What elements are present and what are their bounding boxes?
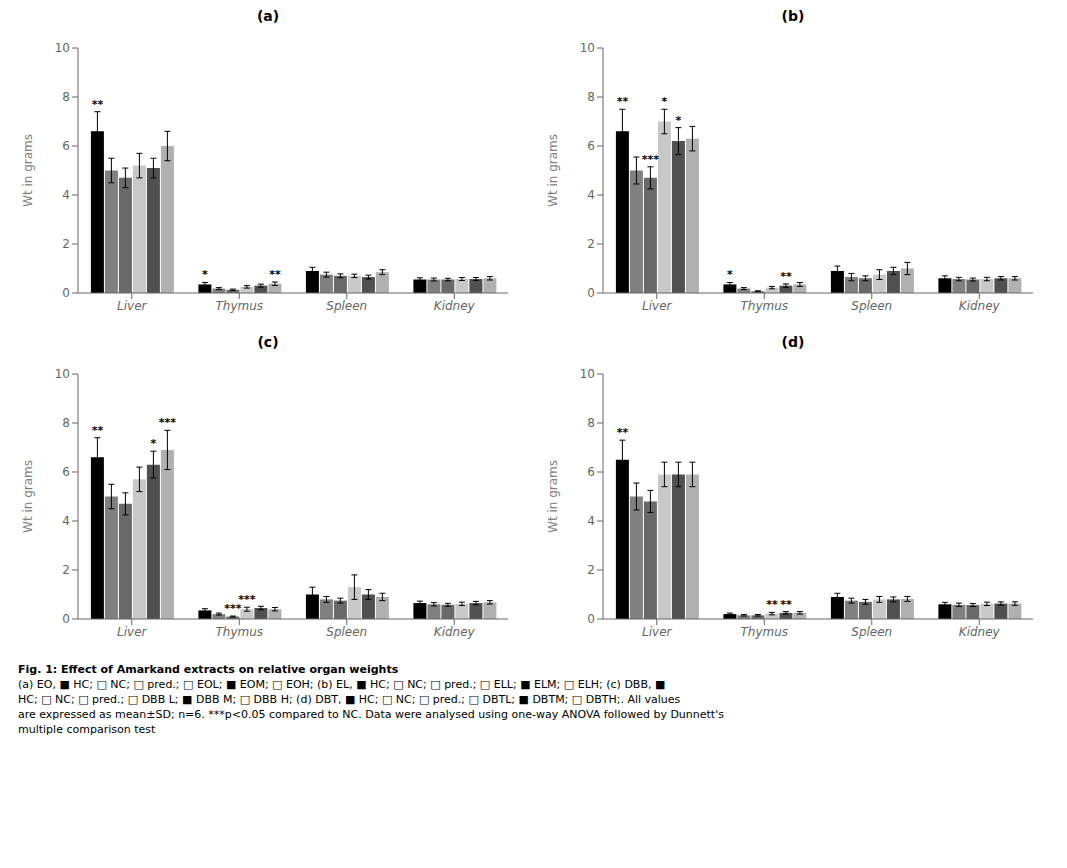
- svg-text:2: 2: [62, 237, 70, 251]
- svg-text:***: ***: [642, 153, 660, 166]
- svg-text:**: **: [766, 598, 778, 611]
- svg-text:Spleen: Spleen: [851, 625, 892, 639]
- svg-text:0: 0: [587, 612, 595, 626]
- svg-text:Kidney: Kidney: [959, 299, 1001, 313]
- svg-text:Kidney: Kidney: [434, 299, 476, 313]
- svg-text:8: 8: [587, 416, 595, 430]
- html-text:multiple comparison test: multiple comparison test: [18, 723, 156, 736]
- svg-text:4: 4: [587, 514, 595, 528]
- html-text:(b): (b): [781, 8, 805, 24]
- svg-text:6: 6: [62, 139, 70, 153]
- html-text:(c): (c): [257, 334, 279, 350]
- svg-text:***: ***: [238, 593, 256, 606]
- svg-text:8: 8: [587, 90, 595, 104]
- html-text:(a) EO, ■ HC; □ NC; □ pred.; □: (a) EO, ■ HC; □ NC; □ pred.; □ EOL; ■ EO…: [18, 678, 666, 691]
- svg-text:4: 4: [62, 188, 70, 202]
- svg-text:8: 8: [62, 416, 70, 430]
- html-text:are expressed as mean±SD; n=6.: are expressed as mean±SD; n=6. ***p<0.05…: [18, 708, 724, 721]
- html-text:Fig. 1: Effect of Amarkand ext: Fig. 1: Effect of Amarkand extracts on r…: [18, 663, 399, 676]
- svg-text:*: *: [727, 268, 733, 281]
- svg-text:**: **: [92, 98, 104, 111]
- svg-text:Thymus: Thymus: [740, 625, 788, 639]
- html-text:HC; □ NC; □ pred.; □ DBB L; ■: HC; □ NC; □ pred.; □ DBB L; ■ DBB M; □ D…: [18, 693, 681, 706]
- svg-text:2: 2: [587, 237, 595, 251]
- svg-text:Spleen: Spleen: [326, 625, 367, 639]
- svg-text:Kidney: Kidney: [959, 625, 1001, 639]
- svg-text:10: 10: [55, 367, 70, 381]
- svg-text:Wt in grams: Wt in grams: [21, 460, 35, 533]
- svg-text:6: 6: [587, 139, 595, 153]
- svg-text:*: *: [202, 268, 208, 281]
- svg-text:Thymus: Thymus: [215, 299, 263, 313]
- svg-text:**: **: [780, 598, 792, 611]
- svg-text:Liver: Liver: [117, 625, 148, 639]
- svg-text:Wt in grams: Wt in grams: [546, 134, 560, 207]
- svg-text:8: 8: [62, 90, 70, 104]
- svg-text:*: *: [151, 437, 157, 450]
- svg-text:**: **: [780, 270, 792, 283]
- svg-text:***: ***: [159, 416, 177, 429]
- svg-text:4: 4: [587, 188, 595, 202]
- svg-text:**: **: [269, 268, 281, 281]
- svg-text:**: **: [617, 95, 629, 108]
- html-text:(d): (d): [781, 334, 805, 350]
- svg-text:**: **: [92, 424, 104, 437]
- svg-text:Thymus: Thymus: [740, 299, 788, 313]
- svg-text:2: 2: [62, 563, 70, 577]
- svg-text:Wt in grams: Wt in grams: [546, 460, 560, 533]
- svg-text:6: 6: [587, 465, 595, 479]
- svg-text:10: 10: [580, 367, 595, 381]
- svg-text:Spleen: Spleen: [326, 299, 367, 313]
- svg-text:**: **: [617, 426, 629, 439]
- svg-text:4: 4: [62, 514, 70, 528]
- svg-text:Liver: Liver: [642, 299, 673, 313]
- svg-text:0: 0: [62, 612, 70, 626]
- svg-text:0: 0: [587, 286, 595, 300]
- svg-text:*: *: [676, 114, 682, 127]
- svg-text:0: 0: [62, 286, 70, 300]
- svg-text:2: 2: [587, 563, 595, 577]
- svg-text:10: 10: [55, 41, 70, 55]
- svg-text:Liver: Liver: [642, 625, 673, 639]
- svg-text:Spleen: Spleen: [851, 299, 892, 313]
- svg-text:6: 6: [62, 465, 70, 479]
- svg-text:Thymus: Thymus: [215, 625, 263, 639]
- svg-text:Kidney: Kidney: [434, 625, 476, 639]
- html-text:(a): (a): [256, 8, 280, 24]
- svg-text:Wt in grams: Wt in grams: [21, 134, 35, 207]
- svg-text:10: 10: [580, 41, 595, 55]
- svg-text:Liver: Liver: [117, 299, 148, 313]
- svg-text:*: *: [662, 95, 668, 108]
